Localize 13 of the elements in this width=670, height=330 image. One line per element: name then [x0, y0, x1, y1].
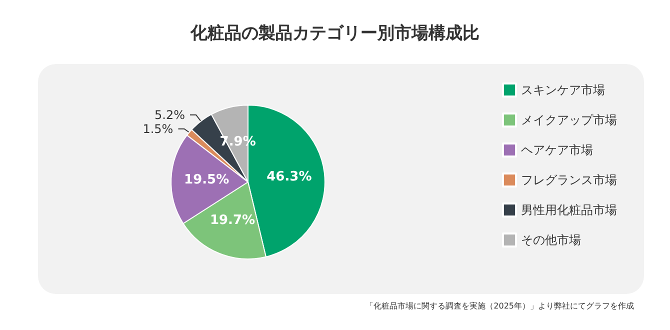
legend-label: 男性用化粧品市場	[521, 203, 617, 217]
data-label: 5.2%	[154, 108, 185, 122]
legend-label: フレグランス市場	[521, 173, 617, 187]
legend-label: ヘアケア市場	[521, 143, 593, 157]
text: 「化粧品市場に関する調査を実施（2025年）」より弊社にてグラフを作成	[366, 302, 634, 310]
chart-title: 化粧品の製品カテゴリー別市場構成比	[190, 24, 480, 44]
legend-label: その他市場	[521, 233, 581, 247]
data-label: 1.5%	[142, 122, 174, 136]
data-label: 19.5%	[184, 172, 230, 188]
data-label: 46.3%	[266, 170, 312, 185]
legend-label: メイクアップ市場	[521, 113, 617, 127]
data-label: 19.7%	[210, 212, 256, 228]
legend-label: スキンケア市場	[521, 83, 605, 97]
